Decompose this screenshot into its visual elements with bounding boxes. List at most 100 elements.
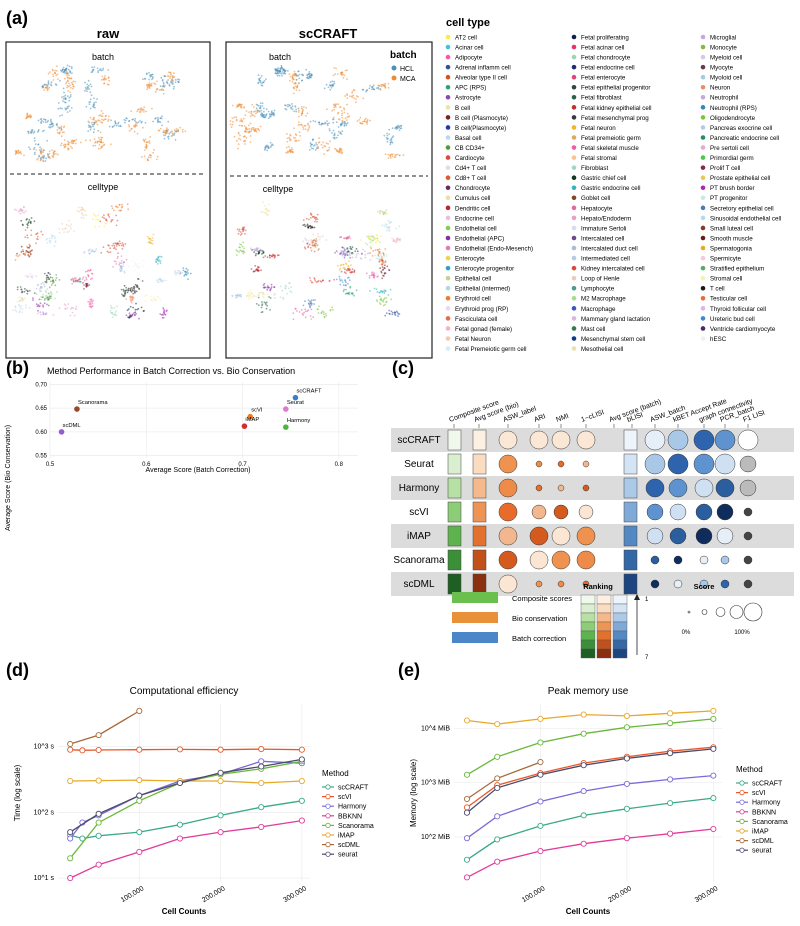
umap-cell-point — [384, 86, 387, 88]
umap-cell-point — [295, 86, 298, 88]
umap-cell-point — [355, 254, 358, 256]
umap-cell-point — [388, 309, 391, 312]
umap-cell-point — [107, 115, 110, 118]
umap-cell-point — [336, 73, 339, 75]
umap-cell-point — [340, 279, 343, 281]
umap-cell-point — [309, 300, 311, 303]
umap-cell-point — [160, 76, 163, 79]
umap-cell-point — [361, 253, 363, 256]
umap-cell-point — [154, 117, 157, 120]
umap-cell-point — [159, 89, 162, 91]
umap-cell-point — [384, 153, 387, 156]
umap-cell-point — [108, 216, 111, 218]
umap-cell-point — [387, 86, 390, 89]
umap-cell-point — [325, 83, 328, 86]
umap-cell-point — [259, 80, 262, 83]
heatmap-method-label: Scanorama — [393, 555, 445, 566]
umap-cell-point — [364, 253, 367, 256]
umap-cell-point — [264, 286, 267, 289]
umap-cell-point — [109, 309, 112, 312]
umap-cell-point — [33, 137, 36, 140]
bio-rank-bar — [472, 429, 487, 451]
umap-cell-point — [71, 306, 73, 309]
umap-cell-point — [46, 139, 49, 142]
celltype-label: Cumulus cell — [455, 195, 490, 202]
sccraft-title: scCRAFT — [299, 26, 358, 41]
umap-cell-point — [262, 201, 264, 204]
umap-cell-point — [387, 153, 390, 156]
umap-cell-point — [28, 306, 31, 309]
umap-cell-point — [89, 305, 92, 308]
umap-cell-point — [45, 83, 47, 86]
umap-cell-point — [250, 112, 253, 115]
umap-cell-point — [167, 137, 170, 140]
umap-cell-point — [375, 257, 378, 259]
umap-cell-point — [81, 282, 84, 285]
legend-label: scVI — [752, 790, 766, 797]
umap-cell-point — [313, 226, 316, 229]
umap-cell-point — [349, 251, 352, 254]
series-point — [176, 746, 183, 753]
celltype-label: Goblet cell — [581, 195, 610, 202]
umap-cell-point — [47, 83, 50, 85]
series-point — [95, 746, 102, 754]
series-point — [494, 858, 501, 865]
celltype-label: Fetal stromal — [581, 155, 617, 162]
umap-cell-point — [157, 279, 160, 281]
umap-cell-point — [314, 144, 316, 146]
umap-cell-point — [394, 314, 397, 316]
umap-cell-point — [376, 211, 379, 213]
umap-cell-point — [306, 223, 309, 226]
umap-cell-point — [67, 303, 70, 305]
umap-cell-point — [102, 246, 105, 249]
umap-cell-point — [398, 313, 401, 315]
umap-cell-point — [323, 316, 326, 319]
umap-cell-point — [175, 130, 178, 133]
umap-cell-point — [83, 288, 85, 290]
umap-cell-point — [116, 255, 119, 258]
umap-cell-point — [72, 307, 75, 309]
umap-cell-point — [296, 310, 298, 312]
composite-rank-bar — [447, 573, 462, 595]
legend-ranking-title: Ranking — [583, 582, 613, 591]
umap-cell-point — [89, 101, 92, 103]
umap-cell-point — [386, 265, 389, 268]
umap-cell-point — [301, 112, 304, 114]
umap-cell-point — [265, 108, 268, 111]
umap-cell-point — [364, 118, 366, 121]
umap-cell-point — [266, 304, 269, 307]
legend-composite-swatch — [452, 592, 498, 603]
celltype-swatch — [700, 265, 706, 271]
series-point — [136, 777, 143, 784]
umap-cell-point — [49, 123, 51, 126]
umap-cell-point — [118, 203, 121, 206]
umap-cell-point — [67, 143, 69, 146]
umap-cell-point — [130, 110, 133, 113]
umap-cell-point — [26, 234, 29, 237]
umap-cell-point — [286, 133, 288, 135]
celltype-swatch — [700, 255, 706, 261]
umap-cell-point — [120, 206, 123, 209]
umap-cell-point — [264, 146, 266, 149]
umap-cell-point — [20, 245, 23, 248]
series-point — [463, 856, 471, 863]
umap-cell-point — [261, 210, 264, 213]
umap-cell-point — [334, 73, 337, 76]
celltype-swatch — [445, 125, 451, 130]
umap-cell-point — [229, 120, 232, 122]
umap-cell-point — [29, 245, 31, 248]
umap-cell-point — [61, 228, 64, 231]
umap-cell-point — [181, 128, 184, 131]
series-point — [494, 753, 501, 760]
umap-cell-point — [286, 292, 288, 295]
umap-cell-point — [165, 80, 168, 83]
celltype-swatch — [445, 44, 451, 50]
celltype-label: Oligodendrocyte — [710, 115, 756, 122]
umap-cell-point — [250, 110, 253, 113]
umap-cell-point — [59, 69, 62, 72]
umap-cell-point — [293, 87, 296, 90]
umap-cell-point — [187, 272, 190, 275]
umap-cell-point — [285, 146, 288, 149]
umap-cell-point — [58, 227, 61, 230]
umap-cell-point — [295, 74, 298, 77]
